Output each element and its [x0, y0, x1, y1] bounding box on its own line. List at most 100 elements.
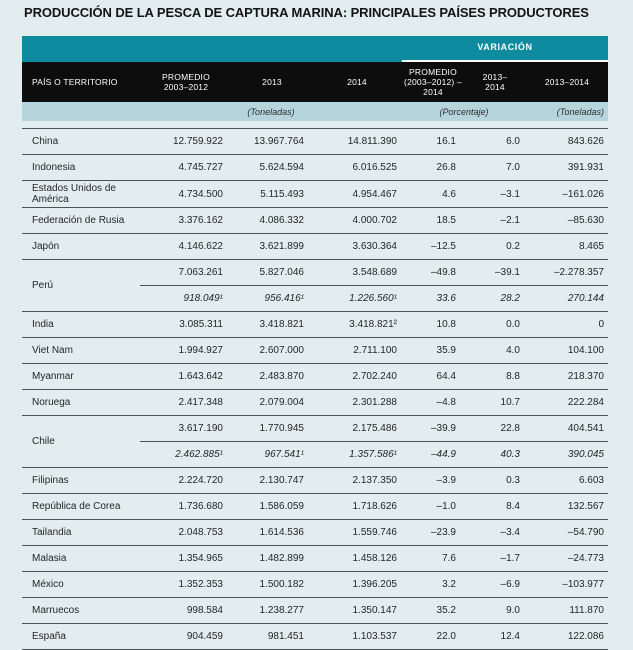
- value-cell: 3.617.190: [140, 416, 232, 442]
- value-cell: 14.811.390: [312, 128, 402, 155]
- value-cell: 40.3: [464, 442, 526, 468]
- value-cell: 7.0: [464, 155, 526, 181]
- variation-band: VARIACIÓN: [22, 36, 608, 62]
- value-cell: 4.954.467: [312, 181, 402, 208]
- value-cell: 1.226.560¹: [312, 286, 402, 312]
- value-cell: 12.4: [464, 624, 526, 650]
- value-cell: 5.115.493: [232, 181, 312, 208]
- table-row: Japón 4.146.622 3.621.899 3.630.364 –12.5 0.2…: [22, 234, 608, 260]
- table-row: Federación de Rusia 3.376.162 4.086.332 4.0…: [22, 208, 608, 234]
- value-cell: 2.483.870: [232, 364, 312, 390]
- value-cell: 8.4: [464, 494, 526, 520]
- table-row: Indonesia 4.745.727 5.624.594 6.016.525 26.8…: [22, 155, 608, 181]
- table-row: México 1.352.353 1.500.182 1.396.205 3.2 –6.9…: [22, 572, 608, 598]
- country-cell: España: [22, 624, 140, 650]
- col-header-country: PAÍS O TERRITORIO: [22, 62, 140, 102]
- value-cell: 218.370: [526, 364, 608, 390]
- table-row: Noruega 2.417.348 2.079.004 2.301.288 –4.8 10…: [22, 390, 608, 416]
- value-cell: –3.9: [402, 468, 464, 494]
- table-row: Estados Unidos de América 4.734.500 5.115.…: [22, 181, 608, 208]
- country-cell: Myanmar: [22, 364, 140, 390]
- value-cell: –3.4: [464, 520, 526, 546]
- value-cell: –3.1: [464, 181, 526, 208]
- value-cell: 2.417.348: [140, 390, 232, 416]
- country-cell: Marruecos: [22, 598, 140, 624]
- value-cell: 1.559.746: [312, 520, 402, 546]
- value-cell: 122.086: [526, 624, 608, 650]
- table-row: 918.049¹ 956.416¹ 1.226.560¹ 33.6 28.2 270.14…: [22, 286, 608, 312]
- value-cell: 132.567: [526, 494, 608, 520]
- col-header-var-avg-2014: PROMEDIO (2003–2012) – 2014: [402, 62, 464, 102]
- value-cell: 1.396.205: [312, 572, 402, 598]
- units-tonnes-left: (Toneladas): [140, 102, 402, 121]
- value-cell: –23.9: [402, 520, 464, 546]
- value-cell: 22.0: [402, 624, 464, 650]
- value-cell: 6.016.525: [312, 155, 402, 181]
- value-cell: –44.9: [402, 442, 464, 468]
- value-cell: 0: [526, 312, 608, 338]
- table-row: República de Corea 1.736.680 1.586.059 1.71…: [22, 494, 608, 520]
- col-header-2013: 2013: [232, 62, 312, 102]
- value-cell: 10.7: [464, 390, 526, 416]
- value-cell: 1.458.126: [312, 546, 402, 572]
- value-cell: 10.8: [402, 312, 464, 338]
- value-cell: 967.541¹: [232, 442, 312, 468]
- value-cell: 0.3: [464, 468, 526, 494]
- value-cell: 104.100: [526, 338, 608, 364]
- value-cell: 2.048.753: [140, 520, 232, 546]
- value-cell: 1.500.182: [232, 572, 312, 598]
- value-cell: 1.643.642: [140, 364, 232, 390]
- value-cell: 1.350.147: [312, 598, 402, 624]
- country-cell: Noruega: [22, 390, 140, 416]
- value-cell: 18.5: [402, 208, 464, 234]
- value-cell: 1.718.626: [312, 494, 402, 520]
- value-cell: 7.6: [402, 546, 464, 572]
- value-cell: 28.2: [464, 286, 526, 312]
- value-cell: 26.8: [402, 155, 464, 181]
- value-cell: 35.9: [402, 338, 464, 364]
- header-row: PAÍS O TERRITORIO PROMEDIO 2003–2012 201…: [22, 62, 608, 102]
- country-cell: México: [22, 572, 140, 598]
- country-cell: Japón: [22, 234, 140, 260]
- value-cell: 1.614.536: [232, 520, 312, 546]
- value-cell: –1.0: [402, 494, 464, 520]
- value-cell: 1.770.945: [232, 416, 312, 442]
- value-cell: 33.6: [402, 286, 464, 312]
- value-cell: 7.063.261: [140, 260, 232, 286]
- country-cell: China: [22, 128, 140, 155]
- value-cell: 22.8: [464, 416, 526, 442]
- value-cell: 2.079.004: [232, 390, 312, 416]
- value-cell: 956.416¹: [232, 286, 312, 312]
- units-percent: (Porcentaje): [402, 102, 526, 121]
- value-cell: 3.418.821²: [312, 312, 402, 338]
- value-cell: 2.711.100: [312, 338, 402, 364]
- value-cell: 1.357.586¹: [312, 442, 402, 468]
- value-cell: 3.418.821: [232, 312, 312, 338]
- variation-zone: VARIACIÓN: [402, 34, 608, 62]
- value-cell: –6.9: [464, 572, 526, 598]
- country-cell: Perú: [22, 260, 140, 312]
- value-cell: –103.977: [526, 572, 608, 598]
- value-cell: 4.000.702: [312, 208, 402, 234]
- value-cell: –54.790: [526, 520, 608, 546]
- value-cell: –39.9: [402, 416, 464, 442]
- country-cell: Chile: [22, 416, 140, 468]
- value-cell: 2.301.288: [312, 390, 402, 416]
- table-row: 2.462.885¹ 967.541¹ 1.357.586¹ –44.9 40.3 390…: [22, 442, 608, 468]
- value-cell: 4.086.332: [232, 208, 312, 234]
- value-cell: –161.026: [526, 181, 608, 208]
- value-cell: 9.0: [464, 598, 526, 624]
- table-row: Perú 7.063.261 5.827.046 3.548.689 –49.8 –39.…: [22, 260, 608, 312]
- data-table: PAÍS O TERRITORIO PROMEDIO 2003–2012 201…: [22, 62, 608, 650]
- country-cell: Tailandia: [22, 520, 140, 546]
- value-cell: 998.584: [140, 598, 232, 624]
- units-tonnes-right: (Toneladas): [526, 102, 608, 121]
- value-cell: 1.736.680: [140, 494, 232, 520]
- value-cell: 2.130.747: [232, 468, 312, 494]
- value-cell: 13.967.764: [232, 128, 312, 155]
- value-cell: 2.137.350: [312, 468, 402, 494]
- value-cell: 35.2: [402, 598, 464, 624]
- value-cell: 981.451: [232, 624, 312, 650]
- country-cell: República de Corea: [22, 494, 140, 520]
- value-cell: 4.6: [402, 181, 464, 208]
